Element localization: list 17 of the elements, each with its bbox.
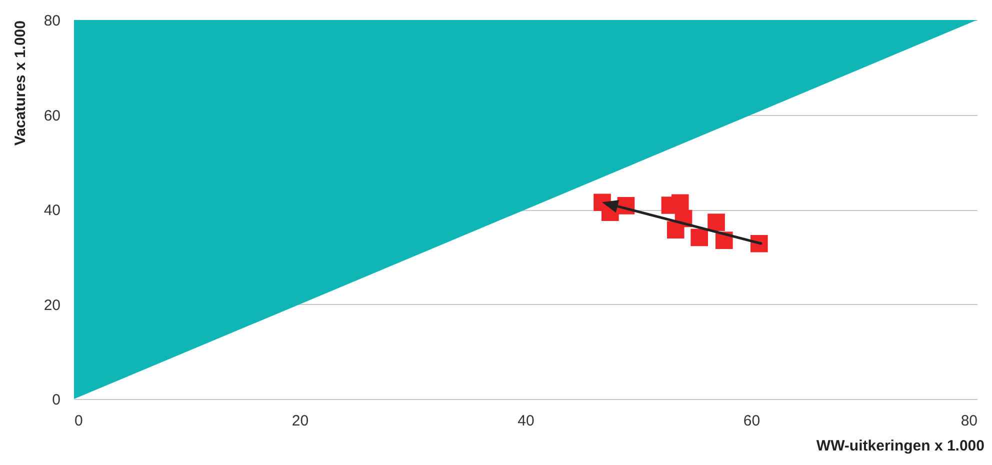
point bbox=[708, 214, 725, 231]
point bbox=[690, 228, 708, 246]
y-tick-label: 40 bbox=[44, 202, 60, 219]
point bbox=[671, 194, 689, 212]
x-tick-label: 40 bbox=[518, 412, 534, 430]
x-tick-label: 80 bbox=[960, 412, 978, 430]
x-tick-label: 0 bbox=[74, 412, 83, 430]
point bbox=[666, 221, 684, 239]
y-tick-label: 80 bbox=[44, 12, 60, 30]
x-tick-label: 60 bbox=[743, 412, 760, 430]
point bbox=[750, 234, 768, 252]
x-axis-title: WW-uitkeringen x 1.000 bbox=[816, 438, 984, 454]
y-tick-label: 60 bbox=[44, 107, 60, 124]
y-tick-label: 0 bbox=[52, 392, 60, 408]
y-axis-title: Vacatures x 1.000 bbox=[12, 20, 29, 146]
y-tick-label: 20 bbox=[44, 296, 60, 314]
x-tick-label: 20 bbox=[292, 412, 309, 430]
